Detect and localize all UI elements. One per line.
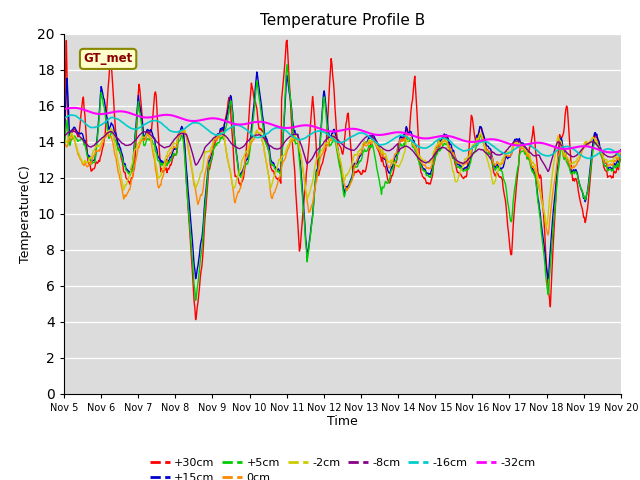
+5cm bbox=[127, 168, 135, 173]
0cm bbox=[60, 142, 68, 147]
Title: Temperature Profile B: Temperature Profile B bbox=[260, 13, 425, 28]
-2cm bbox=[108, 125, 115, 131]
Text: GT_met: GT_met bbox=[83, 52, 132, 65]
0cm bbox=[70, 136, 78, 142]
-16cm bbox=[71, 113, 79, 119]
-8cm bbox=[428, 156, 435, 162]
-16cm bbox=[185, 122, 193, 128]
-16cm bbox=[60, 116, 68, 121]
-16cm bbox=[214, 132, 222, 138]
-16cm bbox=[617, 155, 625, 160]
+5cm bbox=[283, 61, 291, 67]
Y-axis label: Temperature(C): Temperature(C) bbox=[19, 165, 31, 263]
+5cm bbox=[412, 148, 419, 154]
-32cm bbox=[185, 118, 193, 123]
X-axis label: Time: Time bbox=[327, 415, 358, 429]
-8cm bbox=[214, 132, 222, 137]
Line: +30cm: +30cm bbox=[64, 40, 621, 320]
+30cm bbox=[192, 317, 200, 323]
Line: +5cm: +5cm bbox=[64, 64, 621, 300]
Line: -16cm: -16cm bbox=[64, 115, 621, 158]
+30cm bbox=[412, 85, 419, 91]
+5cm bbox=[428, 170, 436, 176]
-16cm bbox=[67, 112, 75, 118]
-32cm bbox=[428, 135, 435, 141]
+15cm bbox=[411, 141, 419, 147]
-2cm bbox=[617, 148, 625, 154]
0cm bbox=[214, 134, 221, 140]
-8cm bbox=[71, 129, 79, 134]
-2cm bbox=[214, 133, 222, 139]
Line: -32cm: -32cm bbox=[64, 108, 621, 153]
+5cm bbox=[184, 201, 192, 207]
+15cm bbox=[214, 131, 221, 137]
-16cm bbox=[128, 126, 136, 132]
0cm bbox=[184, 144, 192, 150]
0cm bbox=[411, 145, 419, 151]
-32cm bbox=[128, 111, 136, 117]
+5cm bbox=[617, 156, 625, 162]
+15cm bbox=[127, 165, 135, 171]
-8cm bbox=[411, 151, 419, 156]
-32cm bbox=[70, 105, 77, 111]
+30cm bbox=[70, 126, 78, 132]
+30cm bbox=[283, 37, 291, 43]
+15cm bbox=[70, 124, 78, 130]
-8cm bbox=[60, 134, 68, 140]
-32cm bbox=[607, 150, 615, 156]
+15cm bbox=[184, 186, 192, 192]
-2cm bbox=[128, 161, 136, 167]
+30cm bbox=[184, 203, 192, 208]
-2cm bbox=[411, 143, 419, 149]
Line: +15cm: +15cm bbox=[64, 72, 621, 279]
+15cm bbox=[544, 276, 552, 282]
Line: 0cm: 0cm bbox=[64, 131, 621, 235]
+15cm bbox=[60, 143, 68, 149]
+30cm bbox=[127, 175, 135, 180]
-32cm bbox=[71, 105, 79, 111]
-32cm bbox=[214, 116, 222, 122]
+5cm bbox=[214, 140, 222, 145]
+5cm bbox=[60, 149, 68, 155]
+30cm bbox=[428, 175, 436, 181]
+15cm bbox=[617, 151, 625, 156]
-16cm bbox=[428, 142, 435, 148]
0cm bbox=[428, 164, 435, 169]
-16cm bbox=[584, 156, 592, 161]
0cm bbox=[544, 232, 552, 238]
-32cm bbox=[617, 148, 625, 154]
-8cm bbox=[128, 140, 136, 146]
+15cm bbox=[253, 69, 260, 75]
-32cm bbox=[60, 106, 68, 112]
Line: -8cm: -8cm bbox=[64, 131, 621, 171]
+5cm bbox=[70, 133, 78, 139]
-8cm bbox=[185, 138, 193, 144]
-8cm bbox=[67, 128, 75, 134]
-2cm bbox=[60, 138, 68, 144]
-8cm bbox=[544, 168, 552, 174]
+30cm bbox=[60, 149, 68, 155]
0cm bbox=[253, 128, 260, 133]
-2cm bbox=[70, 135, 78, 141]
+5cm bbox=[192, 298, 200, 303]
+15cm bbox=[428, 168, 435, 174]
Line: -2cm: -2cm bbox=[64, 128, 621, 227]
-2cm bbox=[428, 158, 435, 164]
-8cm bbox=[617, 147, 625, 153]
0cm bbox=[617, 151, 625, 156]
-2cm bbox=[185, 146, 193, 152]
-32cm bbox=[411, 133, 419, 139]
+30cm bbox=[617, 156, 625, 162]
0cm bbox=[127, 178, 135, 183]
+30cm bbox=[214, 134, 222, 140]
-16cm bbox=[411, 141, 419, 147]
-2cm bbox=[543, 224, 550, 230]
Legend: +30cm, +15cm, +5cm, 0cm, -2cm, -8cm, -16cm, -32cm: +30cm, +15cm, +5cm, 0cm, -2cm, -8cm, -16… bbox=[145, 453, 540, 480]
